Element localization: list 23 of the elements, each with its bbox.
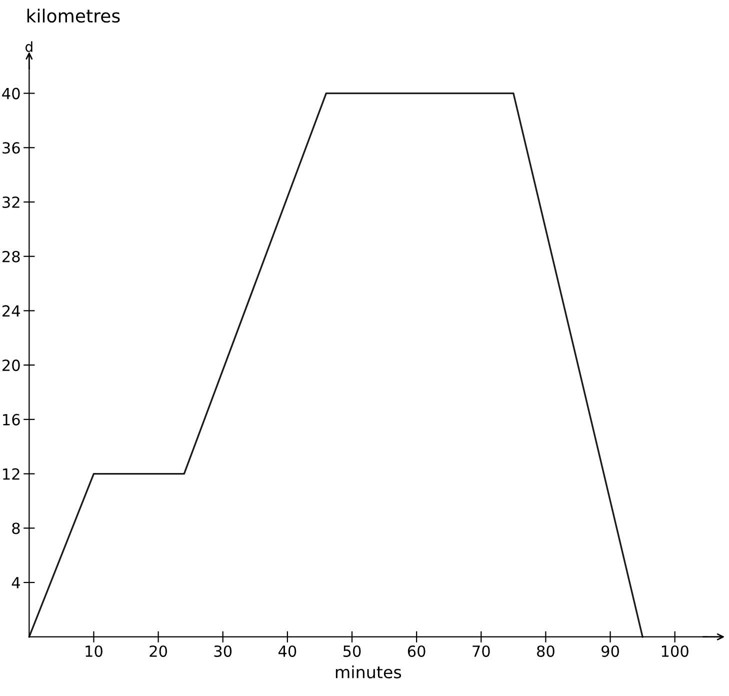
- y-tick-label: 40: [2, 88, 20, 100]
- y-tick-label: 12: [3, 468, 20, 480]
- x-tick-label: 40: [278, 645, 296, 657]
- y-tick-label: 32: [2, 196, 20, 208]
- x-tick-label: 60: [408, 645, 426, 657]
- y-tick-label: 20: [2, 360, 20, 372]
- y-tick-label: 8: [12, 522, 20, 534]
- x-tick-label: 10: [86, 645, 102, 657]
- x-tick-label: 90: [602, 645, 619, 657]
- x-axis-title: minutes: [336, 666, 402, 678]
- text: kilometres: [27, 8, 120, 23]
- x-tick-label: 50: [343, 645, 361, 657]
- y-axis-title: d: [26, 41, 32, 52]
- x-tick-label: 30: [214, 645, 232, 657]
- y-tick-label: 16: [3, 414, 20, 426]
- x-tick-label: 70: [472, 645, 490, 657]
- y-tick-label: 36: [2, 142, 20, 154]
- x-tick-label: 80: [537, 645, 554, 657]
- x-tick-label: 20: [150, 645, 168, 657]
- y-tick-label: 28: [2, 250, 20, 262]
- y-tick-label: 4: [12, 577, 20, 588]
- x-tick-label: 100: [662, 645, 688, 657]
- y-tick-label: 24: [2, 305, 20, 317]
